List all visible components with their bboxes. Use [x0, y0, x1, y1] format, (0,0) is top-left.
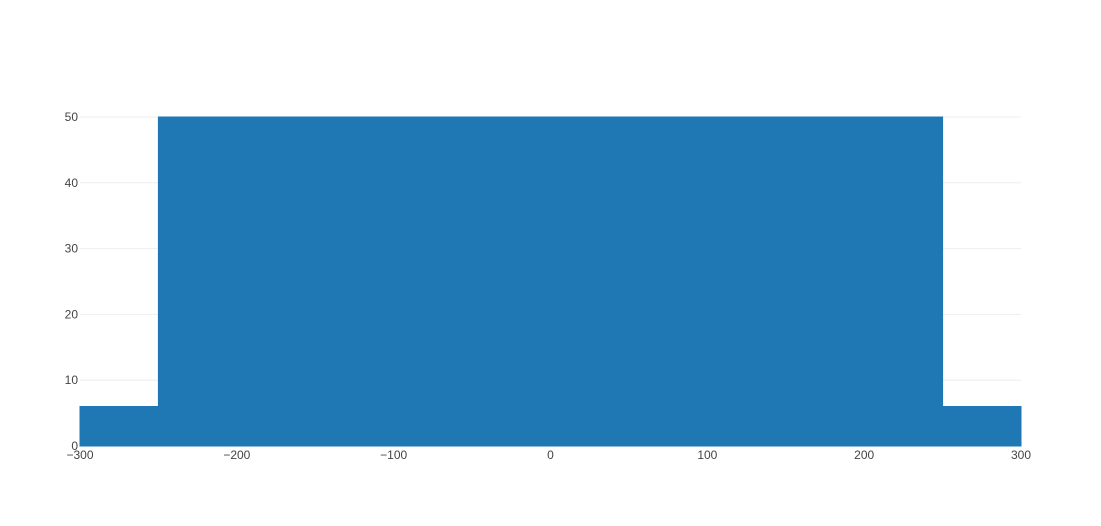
- x-tick-label: 200: [854, 448, 874, 462]
- series-area[interactable]: [79, 116, 1022, 447]
- x-tick-label: −200: [223, 448, 250, 462]
- series-layer: [79, 116, 1022, 447]
- y-tick-label: 40: [65, 176, 79, 190]
- x-tick-label: 0: [547, 448, 554, 462]
- y-tick-label: 30: [65, 242, 79, 256]
- y-tick-label: 50: [65, 110, 79, 124]
- x-tick-label: −300: [66, 448, 93, 462]
- y-tick-label: 0: [71, 439, 78, 453]
- x-tick-label: 100: [697, 448, 717, 462]
- x-axis-tick-labels: −300 −200 −100 0 100 200 300: [66, 448, 1031, 462]
- y-axis-tick-labels: 0 10 20 30 40 50: [65, 110, 79, 453]
- x-tick-label: −100: [380, 448, 407, 462]
- y-tick-label: 10: [65, 373, 79, 387]
- y-tick-label: 20: [65, 307, 79, 321]
- x-tick-label: 300: [1011, 448, 1031, 462]
